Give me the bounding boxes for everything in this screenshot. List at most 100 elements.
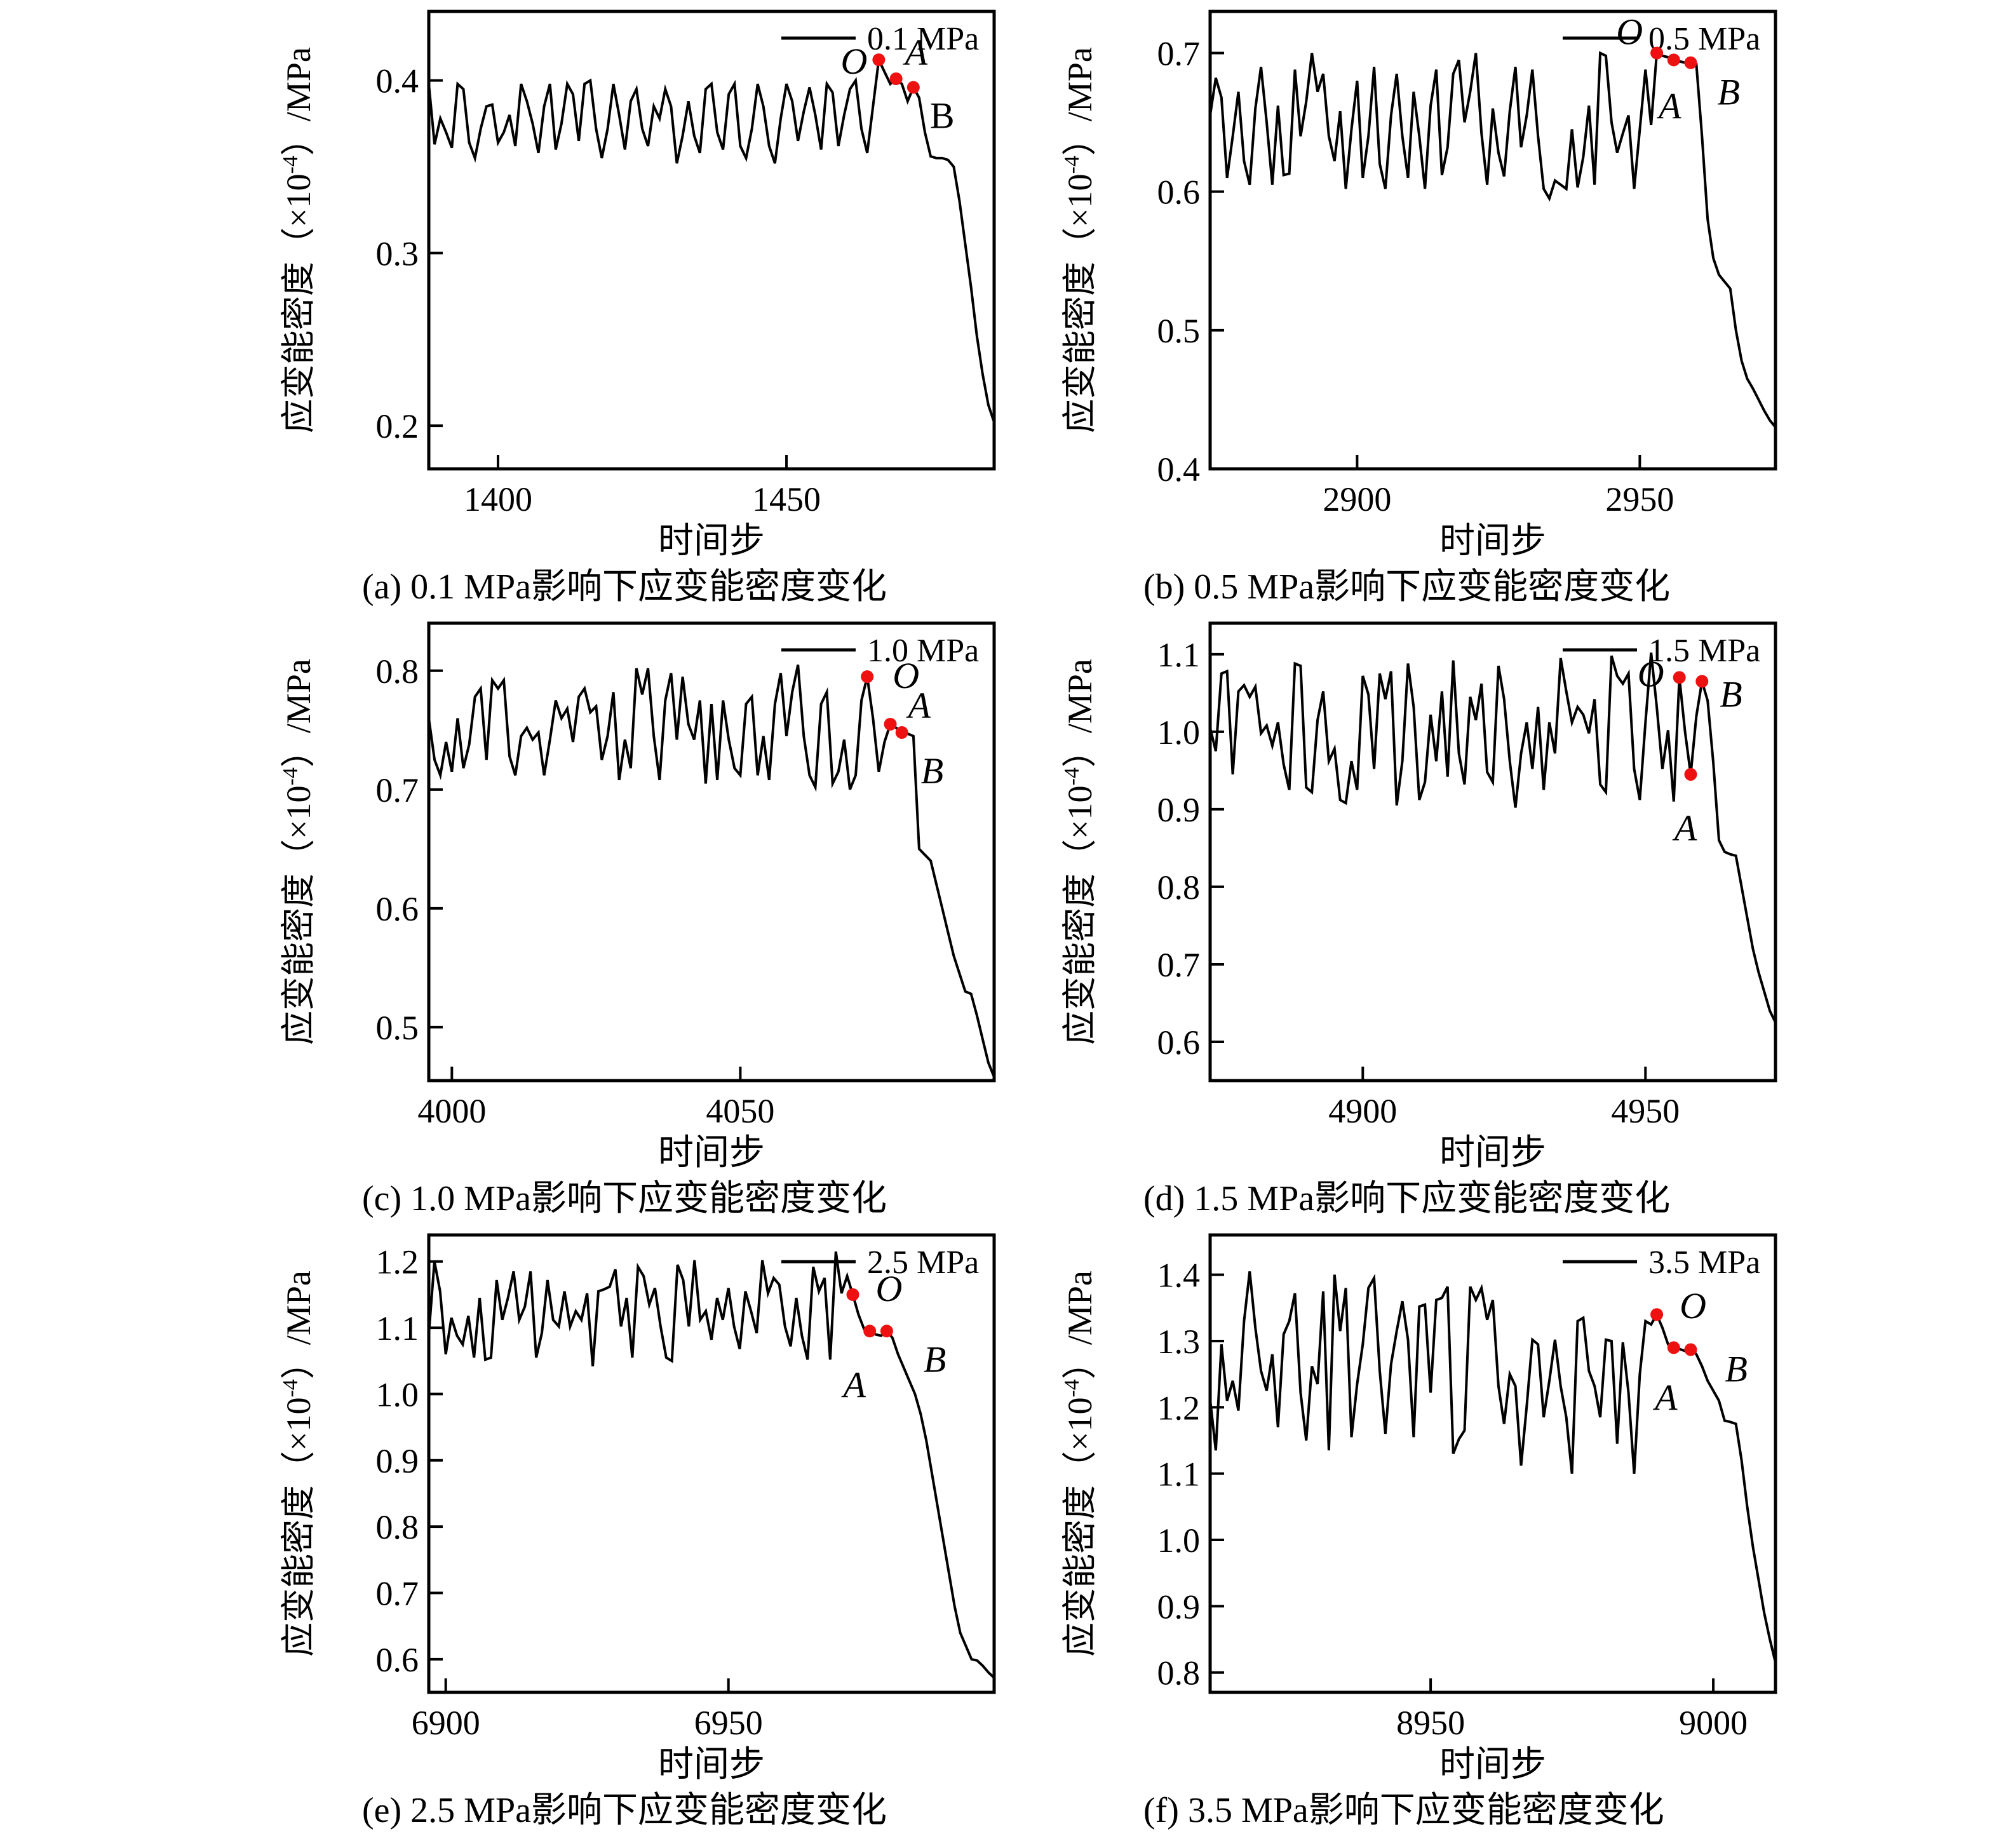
chart-canvas-a: 1400 1450 0.2 0.3 0.4 0.1 MPa 应变能密度（×10-4）/MPa… [279,10,996,561]
x-tick-label: 8950 [1396,1704,1465,1742]
y-tick-label: 0.7 [376,771,419,809]
y-tick-label: 1.0 [1157,1521,1201,1560]
chart-canvas-e: 6900 6950 0.6 0.7 0.8 0.9 1.0 1.1 1.2 2.5 MPa 应变能密… [279,1233,996,1784]
chart-canvas-f: 8950 9000 0.8 0.9 1.0 1.1 1.2 1.3 1.4 3.5 MPa 应变能密… [1060,1233,1777,1784]
y-tick-label: 0.6 [376,890,419,928]
chart-cell-d: 4900 4950 0.6 0.7 0.8 0.9 1.0 1.1 1.5 MPa 应变能密度（×… [1054,617,1798,1229]
x-axis-label: 时间步 [658,522,765,561]
y-tick-label: 0.2 [376,407,419,445]
x-tick-label: 1400 [464,480,532,518]
y-tick-label: 0.4 [1157,450,1201,489]
y-tick-label: 1.2 [1157,1389,1201,1427]
y-tick-label: 1.0 [376,1375,419,1413]
point-label-O: O [1680,1285,1706,1326]
y-tick-label: 0.6 [1157,173,1201,212]
chart-caption-b: (b) 0.5 MPa影响下应变能密度变化 [1143,567,1671,607]
x-axis-label: 时间步 [1439,1133,1546,1173]
x-tick-label: 4950 [1611,1092,1680,1130]
y-tick-label: 0.3 [376,234,419,273]
legend-label: 1.5 MPa [1648,633,1760,669]
point-label-O: O [876,1268,903,1309]
point-label-A: A [906,685,931,726]
y-tick-label: 0.8 [376,652,419,691]
x-axis-label: 时间步 [1439,522,1546,561]
y-tick-label: 0.5 [1157,312,1201,350]
chart-canvas-c: 4000 4050 0.5 0.6 0.7 0.8 1.0 MPa 应变能密度（×10-4）/… [279,621,996,1173]
point-label-A: A [1656,85,1681,126]
point-label-B: B [930,95,955,137]
chart-caption-f: (f) 3.5 MPa影响下应变能密度变化 [1143,1791,1664,1830]
chart-caption-e: (e) 2.5 MPa影响下应变能密度变化 [362,1791,887,1830]
x-tick-label: 1450 [752,480,821,518]
marker-point-O [861,670,874,684]
data-line [1209,1271,1777,1663]
chart-cell-b: 2900 2950 0.4 0.5 0.6 0.7 0.5 MPa 应变能密度（×10-4）/… [1054,5,1798,617]
point-label-B: B [1720,674,1742,715]
y-axis-label: 应变能密度（×10-4）/MPa [279,659,318,1045]
y-axis-label: 应变能密度（×10-4）/MPa [279,1271,318,1657]
legend-label: 0.1 MPa [867,21,979,57]
marker-point-B [895,726,908,739]
y-tick-label: 0.9 [1157,1588,1201,1626]
marker-point-O [846,1288,859,1301]
point-label-B: B [1725,1349,1748,1390]
x-axis-label: 时间步 [658,1133,765,1173]
plot-border [1208,10,1777,471]
y-tick-label: 0.9 [1157,791,1201,829]
chart-cell-e: 6900 6950 0.6 0.7 0.8 0.9 1.0 1.1 1.2 2.5 MPa 应变能密… [273,1229,1016,1840]
legend-label: 2.5 MPa [867,1244,979,1281]
y-tick-label: 1.3 [1157,1323,1201,1361]
marker-point-B [906,81,920,94]
marker-point-O [1650,46,1664,60]
chart-caption-d: (d) 1.5 MPa影响下应变能密度变化 [1143,1179,1671,1218]
plot-border [1208,621,1777,1082]
marker-point-B [1684,56,1697,69]
data-line [428,1251,995,1679]
x-axis-label: 时间步 [658,1745,765,1784]
x-tick-label: 6950 [694,1704,763,1742]
y-tick-label: 1.1 [376,1309,419,1347]
plot-border [427,1233,996,1694]
y-tick-label: 0.8 [1157,1654,1201,1692]
point-label-A: A [1672,807,1697,849]
y-tick-label: 0.8 [376,1508,419,1546]
y-tick-label: 1.2 [376,1243,419,1281]
x-axis-label: 时间步 [1439,1745,1546,1784]
y-tick-label: 0.7 [1157,34,1201,72]
x-tick-label: 2950 [1605,480,1674,518]
data-line [428,664,995,1078]
y-axis-label: 应变能密度（×10-4）/MPa [1060,47,1099,433]
point-label-O: O [1638,653,1664,694]
y-axis-label: 应变能密度（×10-4）/MPa [1060,1271,1099,1657]
marker-point-B [880,1325,893,1338]
y-tick-label: 1.4 [1157,1257,1201,1295]
y-tick-label: 1.1 [1157,636,1201,674]
y-tick-label: 0.6 [1157,1023,1201,1062]
chart-caption-c: (c) 1.0 MPa影响下应变能密度变化 [362,1179,887,1218]
marker-point-A [863,1325,877,1338]
x-tick-label: 2900 [1323,480,1391,518]
marker-point-A [1667,53,1680,67]
point-label-O: O [1616,11,1643,52]
data-line [1209,652,1777,1023]
y-tick-label: 0.5 [376,1009,419,1047]
y-tick-label: 0.7 [1157,946,1201,984]
y-tick-label: 0.6 [376,1641,419,1679]
marker-point-A [1684,767,1697,781]
plot-border [1208,1233,1777,1694]
y-tick-label: 0.7 [376,1574,419,1612]
legend-label: 3.5 MPa [1648,1244,1760,1281]
y-tick-label: 1.0 [1157,713,1201,752]
x-tick-label: 9000 [1679,1704,1748,1742]
chart-canvas-b: 2900 2950 0.4 0.5 0.6 0.7 0.5 MPa 应变能密度（×10-4）/… [1060,10,1777,561]
point-label-B: B [924,1339,946,1380]
data-line [1209,51,1777,428]
x-tick-label: 4050 [706,1092,774,1130]
marker-point-O [1650,1308,1664,1321]
point-label-O: O [840,41,867,82]
point-label-A: A [1652,1377,1678,1418]
x-tick-label: 4000 [417,1092,486,1130]
chart-cell-f: 8950 9000 0.8 0.9 1.0 1.1 1.2 1.3 1.4 3.5 MPa 应变能密… [1054,1229,1798,1840]
plot-border [427,10,996,471]
y-tick-label: 0.9 [376,1442,419,1480]
